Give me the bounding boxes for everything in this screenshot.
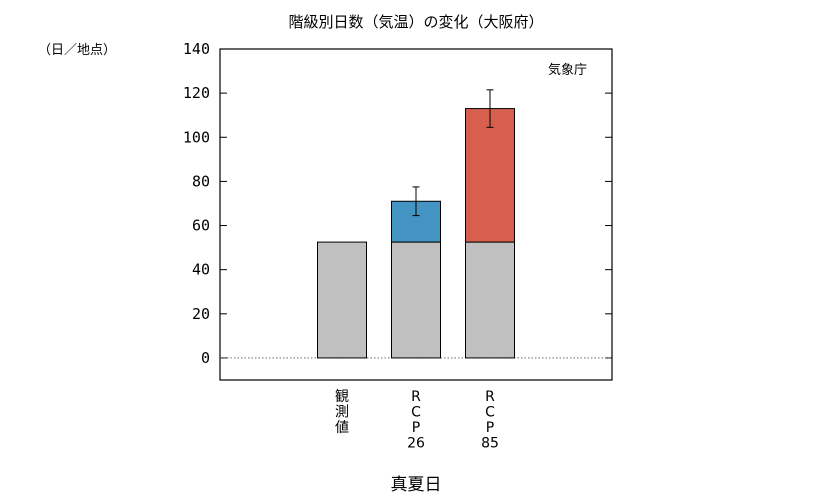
error-bars: [412, 89, 494, 217]
bar-increase-2: [465, 108, 515, 243]
y-tick-label-4: 80: [192, 172, 210, 190]
svg-text:C: C: [485, 405, 495, 421]
svg-text:値: 値: [335, 420, 349, 436]
error-bar-1: [412, 186, 420, 217]
svg-text:観: 観: [335, 388, 349, 405]
y-tick-label-0: 0: [201, 349, 210, 367]
svg-text:R: R: [411, 389, 421, 405]
bar-base-0: [317, 241, 367, 359]
y-tick-label-6: 120: [183, 84, 210, 102]
y-tick-label-5: 100: [183, 128, 210, 146]
bar-base-2: [465, 241, 515, 359]
svg-text:26: 26: [407, 436, 425, 452]
svg-text:測: 測: [335, 405, 349, 421]
y-tick-label-1: 20: [192, 305, 210, 323]
source-label: 気象庁: [548, 62, 587, 78]
plot-frame: [219, 48, 613, 381]
bar-base-1: [391, 241, 441, 359]
y-tick-label-7: 140: [183, 40, 210, 58]
svg-text:P: P: [486, 420, 494, 436]
y-tick-label-3: 60: [192, 217, 210, 235]
svg-text:P: P: [412, 420, 420, 436]
bars: [317, 108, 515, 359]
y-unit-label: （日／地点）: [38, 43, 116, 58]
error-bar-2: [486, 89, 494, 128]
svg-text:C: C: [411, 405, 421, 421]
chart-title: 階級別日数（気温）の変化（大阪府）: [288, 13, 543, 31]
svg-text:85: 85: [481, 436, 499, 452]
svg-text:R: R: [485, 389, 495, 405]
x-axis-title: 真夏日: [391, 475, 442, 495]
y-tick-label-2: 40: [192, 261, 210, 279]
x-category-label-0: 観測値: [335, 388, 349, 436]
